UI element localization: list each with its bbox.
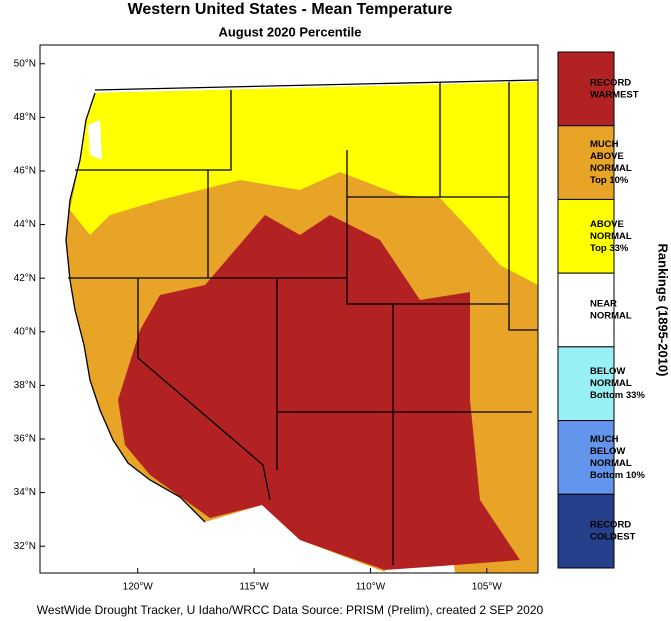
x-tick-label: 120°W: [123, 582, 154, 593]
border-104w: [508, 82, 538, 331]
border-49n: [94, 79, 538, 91]
x-tick-label: 105°W: [472, 582, 503, 593]
legend-label: ABOVE: [590, 219, 624, 230]
x-tick-label: 115°W: [239, 582, 269, 593]
legend-label: NORMAL: [590, 378, 632, 389]
y-tick-label: 34°N: [14, 487, 36, 498]
legend-swatch: [557, 272, 615, 348]
legend-label: Bottom 10%: [590, 470, 645, 481]
legend-label: NORMAL: [590, 311, 632, 322]
legend-swatch: [557, 125, 615, 200]
y-tick-label: 38°N: [14, 380, 36, 391]
legend-title: Rankings (1895-2010): [656, 244, 671, 377]
legend-label: Bottom 33%: [590, 390, 645, 401]
y-tick-label: 50°N: [14, 58, 36, 69]
legend-label: MUCH: [590, 139, 619, 150]
state-boundaries: [65, 79, 538, 565]
y-tick-label: 46°N: [14, 166, 36, 177]
legend-label: NORMAL: [590, 458, 632, 469]
legend-swatch: [557, 420, 615, 495]
region-near-normal: [88, 120, 102, 160]
title: Western United States - Mean Temperature: [128, 1, 453, 18]
legend-swatch: [557, 346, 615, 422]
legend-swatch: [557, 51, 615, 127]
legend-label: BELOW: [590, 446, 625, 457]
y-tick-label: 40°N: [14, 326, 36, 337]
legend-label: NEAR: [590, 299, 617, 310]
y-tick-label: 44°N: [14, 219, 36, 230]
legend-label: NORMAL: [590, 163, 632, 174]
legend-label: NORMAL: [590, 231, 632, 242]
subtitle: August 2020 Percentile: [218, 24, 361, 39]
map-area: [39, 44, 539, 574]
y-tick-label: 32°N: [14, 541, 36, 552]
legend-label: RECORD: [590, 520, 631, 531]
y-tick-label: 42°N: [14, 273, 36, 284]
footer: WestWide Drought Tracker, U Idaho/WRCC D…: [37, 603, 544, 617]
legend-label: Top 10%: [590, 175, 629, 186]
id-west-border: [207, 90, 232, 278]
legend-label: BELOW: [590, 366, 625, 377]
legend-label: COLDEST: [590, 532, 636, 543]
y-tick-label: 36°N: [14, 434, 36, 445]
legend-swatch: [557, 493, 615, 569]
coastline: [65, 92, 206, 523]
legend-swatch: [557, 198, 615, 274]
legend-label: WARMEST: [590, 89, 639, 100]
legend-label: RECORD: [590, 77, 631, 88]
y-tick-label: 48°N: [14, 112, 36, 123]
legend-label: ABOVE: [590, 151, 624, 162]
ca-nv-border: [137, 278, 271, 501]
legend-label: MUCH: [590, 434, 619, 445]
x-tick-label: 110°W: [356, 582, 386, 593]
legend-label: Top 33%: [590, 243, 629, 254]
region-above-normal: [70, 82, 538, 285]
map-frame: [39, 44, 539, 574]
